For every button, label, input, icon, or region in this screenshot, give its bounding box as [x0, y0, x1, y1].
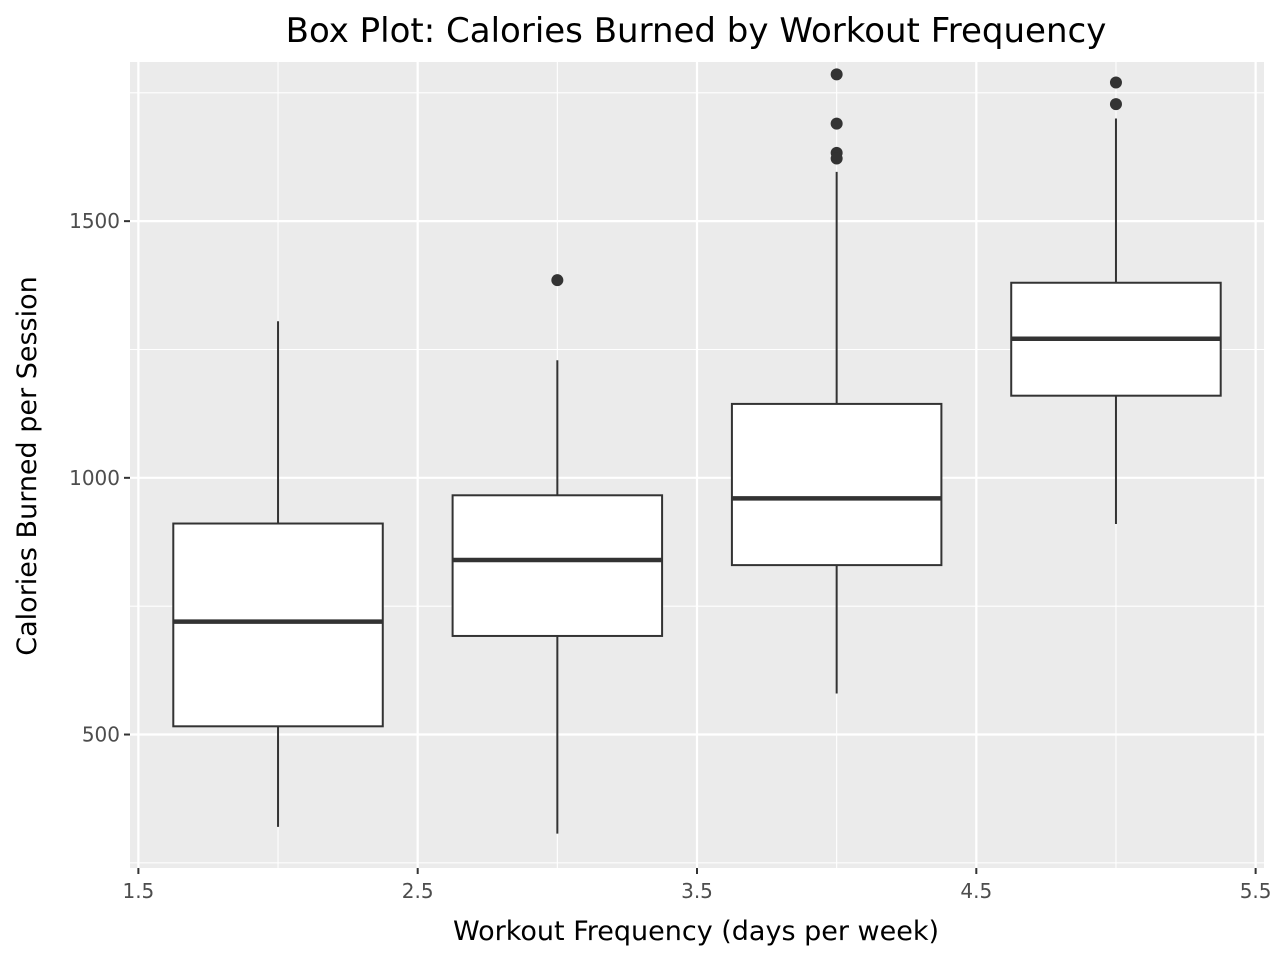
- box-iqr: [451, 494, 664, 637]
- outlier-point: [1109, 98, 1122, 111]
- major-grid: [130, 62, 1264, 868]
- box-group: [172, 321, 384, 827]
- outlier-point: [1109, 76, 1122, 89]
- y-tick-label: 1500: [69, 209, 120, 233]
- box-iqr: [730, 402, 943, 567]
- x-tick-label: 2.5: [402, 879, 434, 903]
- outlier-point: [830, 117, 843, 130]
- y-tick-label: 1000: [69, 466, 120, 490]
- axis-ticks: 1.5 2.5 3.5 4.5 5.5 500 1000 1500: [69, 209, 1271, 903]
- box-iqr: [172, 522, 384, 728]
- box-group: [730, 68, 943, 694]
- box-group: [451, 274, 664, 834]
- x-tick-label: 1.5: [122, 879, 154, 903]
- boxes-layer: [172, 68, 1222, 834]
- x-tick-label: 5.5: [1240, 879, 1272, 903]
- x-axis-title: Workout Frequency (days per week): [453, 916, 939, 947]
- y-axis-title: Calories Burned per Session: [12, 276, 43, 655]
- y-tick-label: 500: [82, 723, 120, 747]
- x-tick-label: 3.5: [681, 879, 713, 903]
- outlier-point: [830, 68, 843, 81]
- box-group: [1010, 76, 1222, 525]
- chart-title: Box Plot: Calories Burned by Workout Fre…: [286, 11, 1107, 51]
- outlier-point: [551, 274, 564, 287]
- outlier-point: [830, 152, 843, 165]
- x-tick-label: 4.5: [960, 879, 992, 903]
